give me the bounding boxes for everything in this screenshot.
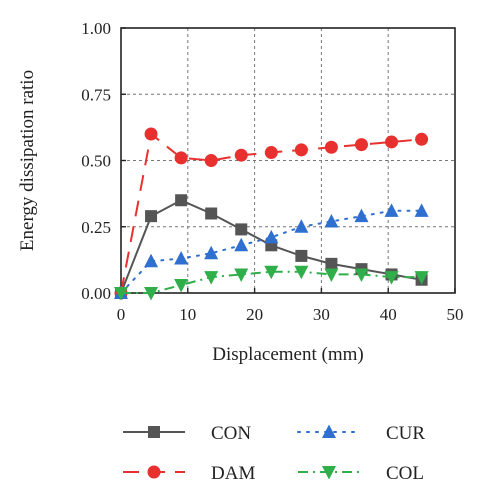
- data-point-col: [294, 265, 309, 280]
- data-point-dam: [204, 154, 218, 167]
- data-point-col: [324, 268, 339, 282]
- data-point-dam: [354, 138, 368, 152]
- x-tick-label: 20: [246, 305, 263, 324]
- grid: [121, 28, 455, 293]
- data-point-con: [175, 194, 188, 207]
- data-point-dam: [174, 151, 188, 165]
- data-point-con: [205, 207, 218, 220]
- legend-label-con: CON: [211, 423, 251, 444]
- legend-item-cur: CUR: [297, 423, 425, 444]
- legend-item-con: CON: [123, 423, 251, 444]
- data-point-dam: [144, 127, 158, 141]
- data-point-cur: [204, 245, 219, 260]
- legend-marker-cur: [322, 424, 336, 438]
- data-point-con: [325, 257, 338, 270]
- series-cur: [114, 203, 429, 299]
- data-point-con: [295, 249, 308, 262]
- plot-frame: [120, 27, 456, 294]
- x-tick-label: 50: [447, 305, 464, 324]
- data-point-col: [354, 268, 369, 282]
- plot-area: [114, 127, 429, 301]
- legend: CON DAM CUR COL: [123, 423, 425, 484]
- y-tick-label: 0.75: [81, 85, 111, 104]
- data-point-dam: [324, 140, 338, 154]
- data-point-cur: [414, 203, 429, 217]
- data-point-col: [264, 265, 279, 280]
- series-line-cur: [120, 209, 423, 294]
- series-col: [114, 265, 429, 301]
- legend-label-dam: DAM: [211, 463, 255, 484]
- tick-labels: 0 10 20 30 40 50 0.00 0.25 0.50 0.75 1.00: [81, 19, 463, 324]
- data-point-cur: [294, 219, 309, 233]
- x-tick-label: 30: [313, 305, 330, 324]
- data-point-col: [384, 271, 399, 285]
- legend-marker-col: [322, 466, 336, 480]
- legend-item-col: COL: [298, 463, 424, 484]
- data-point-cur: [234, 237, 249, 252]
- data-point-dam: [385, 135, 399, 149]
- data-point-col: [414, 271, 429, 285]
- x-axis-title: Displacement (mm): [212, 344, 363, 365]
- data-point-cur: [384, 203, 399, 217]
- data-point-col: [204, 271, 219, 285]
- legend-label-cur: CUR: [386, 423, 425, 444]
- data-point-col: [114, 287, 128, 301]
- series-line-col: [121, 270, 422, 294]
- y-tick-label: 1.00: [81, 19, 111, 38]
- x-tick-label: 10: [179, 305, 196, 324]
- data-point-col: [234, 268, 249, 282]
- legend-marker-con: [148, 426, 160, 438]
- legend-label-col: COL: [386, 463, 424, 484]
- data-point-cur: [354, 208, 369, 223]
- data-point-col: [144, 287, 159, 301]
- data-point-dam: [264, 146, 278, 160]
- legend-item-dam: DAM: [123, 463, 255, 484]
- y-tick-label: 0.00: [81, 284, 111, 303]
- data-point-cur: [144, 253, 159, 268]
- data-point-cur: [264, 229, 279, 244]
- data-point-dam: [294, 143, 308, 157]
- x-tick-label: 40: [380, 305, 397, 324]
- data-point-col: [174, 279, 189, 293]
- data-point-cur: [324, 213, 339, 228]
- x-tick-label: 0: [117, 305, 126, 324]
- y-axis-title: Energy dissipation ratio: [17, 70, 38, 251]
- data-point-dam: [234, 148, 248, 162]
- y-tick-label: 0.25: [81, 218, 111, 237]
- data-point-cur: [174, 251, 189, 265]
- data-point-con: [235, 223, 248, 236]
- data-point-con: [145, 210, 158, 223]
- legend-marker-dam: [147, 465, 161, 479]
- y-tick-label: 0.50: [81, 152, 111, 171]
- data-point-dam: [415, 132, 429, 146]
- series-dam: [114, 127, 429, 300]
